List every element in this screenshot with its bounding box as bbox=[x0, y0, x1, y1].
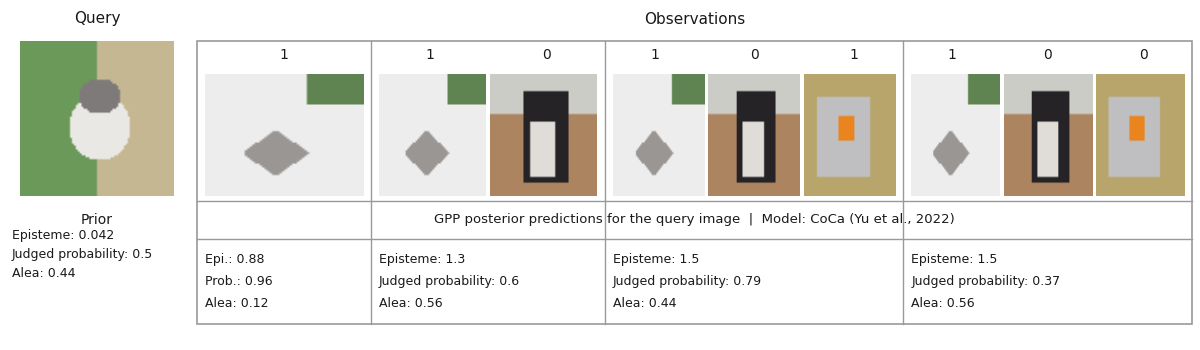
Text: Query: Query bbox=[73, 12, 120, 27]
Text: Alea: 0.44: Alea: 0.44 bbox=[613, 297, 677, 310]
Text: Episteme: 1.3: Episteme: 1.3 bbox=[379, 253, 466, 266]
Text: GPP posterior predictions for the query image  |  Model: CoCa (Yu et al., 2022): GPP posterior predictions for the query … bbox=[434, 214, 955, 226]
Text: Prior: Prior bbox=[82, 213, 113, 227]
Text: 1: 1 bbox=[425, 48, 434, 62]
Text: Episteme: 0.042: Episteme: 0.042 bbox=[12, 229, 114, 242]
Text: 1: 1 bbox=[280, 48, 288, 62]
Text: 1: 1 bbox=[947, 48, 956, 62]
Text: Alea: 0.12: Alea: 0.12 bbox=[205, 297, 269, 310]
Text: 0: 0 bbox=[1043, 48, 1052, 62]
Text: 0: 0 bbox=[542, 48, 551, 62]
Text: Alea: 0.44: Alea: 0.44 bbox=[12, 267, 76, 280]
Text: Judged probability: 0.37: Judged probability: 0.37 bbox=[912, 275, 1061, 288]
Text: 1: 1 bbox=[850, 48, 858, 62]
Text: Alea: 0.56: Alea: 0.56 bbox=[912, 297, 976, 310]
Text: Episteme: 1.5: Episteme: 1.5 bbox=[912, 253, 998, 266]
Text: 1: 1 bbox=[650, 48, 659, 62]
Text: Judged probability: 0.79: Judged probability: 0.79 bbox=[613, 275, 762, 288]
Text: Judged probability: 0.5: Judged probability: 0.5 bbox=[12, 248, 154, 261]
Text: 0: 0 bbox=[750, 48, 758, 62]
Text: 0: 0 bbox=[1140, 48, 1148, 62]
Text: Episteme: 1.5: Episteme: 1.5 bbox=[613, 253, 700, 266]
Text: Epi.: 0.88: Epi.: 0.88 bbox=[205, 253, 264, 266]
Bar bbox=[197, 41, 1192, 324]
Text: Prob.: 0.96: Prob.: 0.96 bbox=[205, 275, 272, 288]
Text: Observations: Observations bbox=[644, 12, 745, 27]
Text: Judged probability: 0.6: Judged probability: 0.6 bbox=[379, 275, 521, 288]
Text: Alea: 0.56: Alea: 0.56 bbox=[379, 297, 443, 310]
